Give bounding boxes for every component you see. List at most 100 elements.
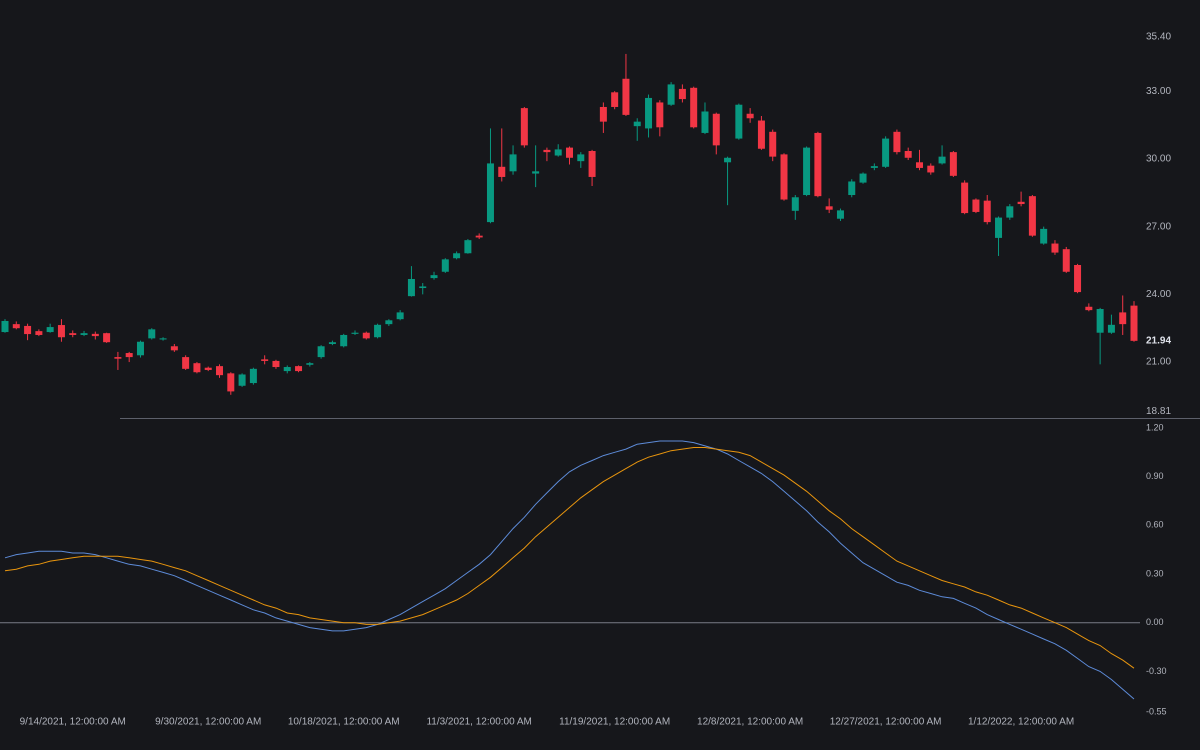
candle-body bbox=[588, 150, 596, 177]
candle-body bbox=[1096, 309, 1104, 333]
candle-body bbox=[543, 149, 551, 153]
candle-body bbox=[611, 92, 619, 107]
y-tick-label: 0.00 bbox=[1146, 617, 1164, 627]
candle-body bbox=[182, 357, 190, 369]
candle-body bbox=[622, 78, 630, 115]
candle-body bbox=[148, 329, 156, 339]
candle-body bbox=[498, 166, 506, 177]
y-tick-label: 0.90 bbox=[1146, 471, 1164, 481]
candle-body bbox=[554, 149, 562, 156]
candle-body bbox=[204, 367, 212, 370]
candle-body bbox=[1017, 201, 1025, 205]
candle-body bbox=[746, 113, 754, 119]
candle-body bbox=[735, 104, 743, 139]
candle-body bbox=[227, 373, 235, 392]
candle-body bbox=[430, 275, 438, 279]
candle-body bbox=[453, 253, 461, 259]
candle-body bbox=[836, 210, 844, 219]
candle-body bbox=[645, 97, 653, 129]
candle-body bbox=[814, 132, 822, 197]
candle-body bbox=[295, 366, 303, 372]
candle-body bbox=[1119, 312, 1127, 325]
candle-body bbox=[396, 312, 404, 320]
candle-body bbox=[769, 131, 777, 157]
x-tick-label: 11/19/2021, 12:00:00 AM bbox=[559, 717, 670, 728]
candle-body bbox=[57, 325, 65, 338]
candle-body bbox=[667, 84, 675, 105]
candle-body bbox=[690, 87, 698, 128]
candle-body bbox=[441, 259, 449, 272]
x-tick-label: 1/12/2022, 12:00:00 AM bbox=[968, 717, 1074, 728]
candle-body bbox=[938, 156, 946, 164]
candle-body bbox=[712, 113, 720, 146]
x-tick-label: 12/8/2021, 12:00:00 AM bbox=[697, 717, 803, 728]
candle-body bbox=[882, 138, 890, 167]
y-tick-label: 21.00 bbox=[1146, 357, 1171, 368]
candle-body bbox=[238, 374, 246, 386]
candle-body bbox=[317, 346, 325, 358]
candle-body bbox=[1028, 196, 1036, 236]
candle-body bbox=[893, 131, 901, 153]
x-tick-label: 11/3/2021, 12:00:00 AM bbox=[426, 717, 531, 728]
candle-body bbox=[633, 121, 641, 127]
candle-body bbox=[486, 163, 494, 223]
y-tick-label: 0.60 bbox=[1146, 520, 1164, 530]
indicator-line bbox=[4, 447, 1135, 669]
y-tick-label: 24.00 bbox=[1146, 289, 1171, 300]
candle-body bbox=[362, 332, 370, 339]
candle-body bbox=[272, 360, 280, 368]
y-tick-label: -0.55 bbox=[1146, 706, 1167, 716]
candle-body bbox=[1107, 324, 1115, 333]
candle-body bbox=[328, 342, 336, 345]
candle-body bbox=[249, 368, 257, 384]
candle-body bbox=[904, 150, 912, 158]
candle-body bbox=[46, 327, 54, 333]
candle-body bbox=[803, 147, 811, 196]
candle-body bbox=[283, 367, 291, 372]
candle-body bbox=[91, 333, 99, 337]
candle-body bbox=[261, 359, 269, 361]
candle-body bbox=[35, 331, 43, 335]
candle-body bbox=[306, 363, 314, 365]
candle-body bbox=[419, 286, 427, 289]
candle-body bbox=[1051, 243, 1059, 253]
candle-body bbox=[972, 199, 980, 212]
candle-body bbox=[566, 147, 573, 158]
candle-body bbox=[385, 320, 393, 325]
candle-body bbox=[69, 333, 77, 335]
candle-body bbox=[532, 171, 540, 174]
y-tick-label: -0.30 bbox=[1146, 666, 1167, 676]
candle-body bbox=[509, 154, 517, 172]
candle-body bbox=[961, 182, 969, 214]
y-tick-label: 33.00 bbox=[1146, 86, 1171, 97]
candle-body bbox=[1074, 264, 1082, 293]
candle-body bbox=[80, 333, 88, 335]
candle-body bbox=[1085, 306, 1093, 311]
candle-body bbox=[848, 181, 856, 196]
x-tick-label: 12/27/2021, 12:00:00 AM bbox=[830, 717, 942, 728]
candle-body bbox=[678, 88, 686, 100]
candle-body bbox=[949, 152, 957, 176]
candle-body bbox=[915, 162, 923, 168]
candle-body bbox=[216, 366, 224, 376]
candle-body bbox=[136, 341, 144, 356]
candle-body bbox=[114, 357, 122, 359]
candle-body bbox=[757, 120, 765, 149]
candle-body bbox=[1006, 206, 1014, 218]
y-tick-label: 30.00 bbox=[1146, 154, 1171, 165]
candle-body bbox=[1, 320, 9, 333]
candle-body bbox=[870, 166, 878, 168]
y-tick-label: 27.00 bbox=[1146, 221, 1171, 232]
candle-body bbox=[193, 363, 201, 373]
candle-body bbox=[125, 353, 133, 358]
candle-body bbox=[351, 332, 359, 334]
candle-body bbox=[475, 235, 483, 238]
candle-body bbox=[656, 102, 664, 128]
candle-body bbox=[927, 165, 935, 173]
indicator-line bbox=[4, 440, 1135, 700]
candle-body bbox=[859, 173, 867, 183]
candle-body bbox=[1062, 249, 1070, 272]
x-tick-label: 10/18/2021, 12:00:00 AM bbox=[288, 717, 400, 728]
